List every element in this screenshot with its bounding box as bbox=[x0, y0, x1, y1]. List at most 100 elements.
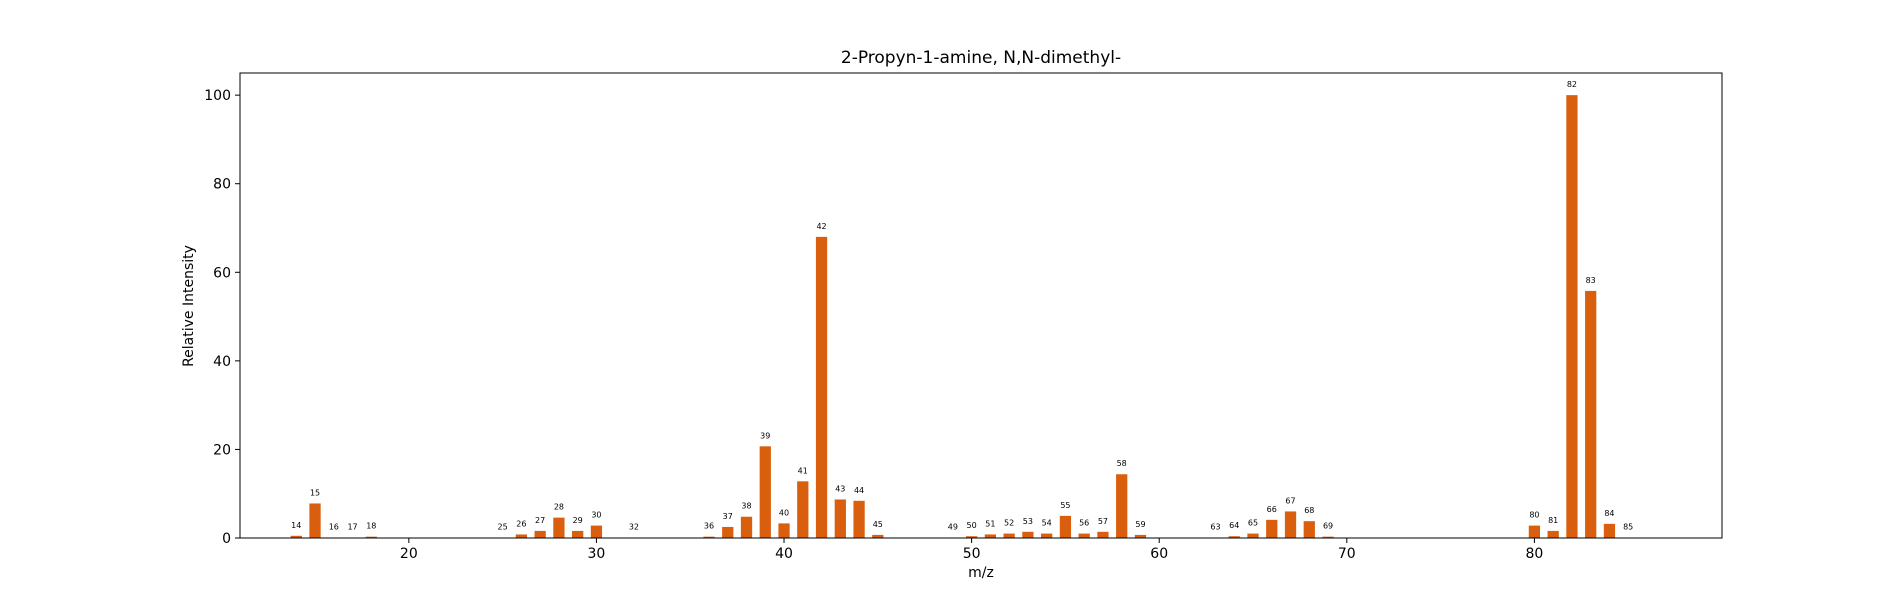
bar-label-mz-64: 64 bbox=[1229, 521, 1239, 530]
bar-mz-84 bbox=[1604, 524, 1615, 538]
bar-mz-27 bbox=[535, 531, 546, 538]
bar-mz-67 bbox=[1285, 511, 1296, 538]
bar-label-mz-42: 42 bbox=[816, 222, 826, 231]
bar-label-mz-30: 30 bbox=[591, 511, 601, 520]
bar-label-mz-67: 67 bbox=[1285, 496, 1295, 505]
bar-label-mz-18: 18 bbox=[366, 522, 376, 531]
x-tick-label-60: 60 bbox=[1150, 546, 1168, 562]
bar-label-mz-15: 15 bbox=[310, 488, 320, 497]
y-tick-label-80: 80 bbox=[213, 177, 231, 193]
bar-mz-68 bbox=[1304, 521, 1315, 538]
bar-label-mz-83: 83 bbox=[1586, 276, 1596, 285]
y-tick-label-40: 40 bbox=[213, 354, 231, 370]
bar-label-mz-53: 53 bbox=[1023, 517, 1033, 526]
bar-mz-44 bbox=[853, 501, 864, 538]
bar-mz-43 bbox=[835, 499, 846, 538]
bar-label-mz-80: 80 bbox=[1529, 511, 1539, 520]
bar-label-mz-63: 63 bbox=[1210, 523, 1220, 532]
y-tick-label-100: 100 bbox=[204, 88, 231, 104]
bar-label-mz-68: 68 bbox=[1304, 506, 1314, 515]
bar-mz-58 bbox=[1116, 474, 1127, 538]
bar-label-mz-40: 40 bbox=[779, 508, 789, 517]
bar-label-mz-39: 39 bbox=[760, 431, 770, 440]
bar-label-mz-50: 50 bbox=[967, 521, 977, 530]
bar-label-mz-28: 28 bbox=[554, 503, 564, 512]
plot-area-frame bbox=[240, 73, 1722, 538]
bar-mz-38 bbox=[741, 517, 752, 538]
bar-mz-15 bbox=[309, 503, 320, 538]
bar-mz-82 bbox=[1566, 95, 1577, 538]
bar-label-mz-44: 44 bbox=[854, 486, 864, 495]
bar-label-mz-43: 43 bbox=[835, 484, 845, 493]
bar-mz-65 bbox=[1247, 534, 1258, 538]
bar-mz-37 bbox=[722, 527, 733, 538]
bar-mz-57 bbox=[1097, 532, 1108, 538]
bar-mz-26 bbox=[516, 534, 527, 538]
bar-label-mz-85: 85 bbox=[1623, 523, 1633, 532]
x-tick-label-20: 20 bbox=[400, 546, 418, 562]
bar-mz-29 bbox=[572, 531, 583, 538]
y-tick-label-0: 0 bbox=[222, 531, 231, 547]
bar-label-mz-45: 45 bbox=[873, 520, 883, 529]
x-tick-label-80: 80 bbox=[1525, 546, 1543, 562]
bar-label-mz-41: 41 bbox=[798, 466, 808, 475]
bar-mz-53 bbox=[1022, 532, 1033, 538]
bar-label-mz-26: 26 bbox=[516, 519, 526, 528]
bar-mz-55 bbox=[1060, 516, 1071, 538]
bar-mz-81 bbox=[1548, 531, 1559, 538]
bar-mz-66 bbox=[1266, 520, 1277, 538]
bar-label-mz-36: 36 bbox=[704, 522, 714, 531]
bar-label-mz-49: 49 bbox=[948, 523, 958, 532]
bar-mz-30 bbox=[591, 526, 602, 538]
bars-layer bbox=[291, 95, 1634, 538]
bar-mz-56 bbox=[1079, 534, 1090, 538]
bar-mz-80 bbox=[1529, 526, 1540, 538]
bar-mz-54 bbox=[1041, 534, 1052, 538]
chart-title: 2-Propyn-1-amine, N,N-dimethyl- bbox=[841, 48, 1121, 68]
bar-label-mz-16: 16 bbox=[329, 523, 339, 532]
bar-label-mz-82: 82 bbox=[1567, 80, 1577, 89]
bar-label-mz-38: 38 bbox=[741, 502, 751, 511]
y-axis-ticks: 0 20 40 60 80 100 bbox=[204, 88, 240, 547]
bar-label-mz-14: 14 bbox=[291, 521, 301, 530]
bar-mz-28 bbox=[553, 518, 564, 538]
bar-label-mz-17: 17 bbox=[347, 523, 357, 532]
bar-label-mz-81: 81 bbox=[1548, 516, 1558, 525]
y-tick-label-20: 20 bbox=[213, 442, 231, 458]
x-tick-label-40: 40 bbox=[775, 546, 793, 562]
bar-mz-41 bbox=[797, 481, 808, 538]
bar-label-mz-66: 66 bbox=[1267, 505, 1277, 514]
bar-label-mz-58: 58 bbox=[1117, 459, 1127, 468]
y-tick-label-60: 60 bbox=[213, 265, 231, 281]
bar-mz-42 bbox=[816, 237, 827, 538]
x-tick-label-30: 30 bbox=[588, 546, 606, 562]
bar-labels-layer: 14 15 16 17 18 25 26 27 28 29 30 32 36 37 38 39 40 41 42 43… bbox=[291, 80, 1633, 531]
bar-mz-51 bbox=[985, 534, 996, 538]
x-tick-label-50: 50 bbox=[963, 546, 981, 562]
bar-label-mz-57: 57 bbox=[1098, 517, 1108, 526]
bar-label-mz-59: 59 bbox=[1135, 520, 1145, 529]
bar-label-mz-51: 51 bbox=[985, 519, 995, 528]
bar-label-mz-52: 52 bbox=[1004, 519, 1014, 528]
bar-label-mz-54: 54 bbox=[1042, 519, 1052, 528]
bar-mz-83 bbox=[1585, 291, 1596, 538]
bar-label-mz-25: 25 bbox=[498, 523, 508, 532]
bar-mz-39 bbox=[760, 446, 771, 538]
bar-label-mz-32: 32 bbox=[629, 523, 639, 532]
bar-label-mz-27: 27 bbox=[535, 516, 545, 525]
bar-label-mz-56: 56 bbox=[1079, 519, 1089, 528]
bar-label-mz-84: 84 bbox=[1604, 509, 1614, 518]
bar-label-mz-55: 55 bbox=[1060, 501, 1070, 510]
bar-mz-52 bbox=[1004, 534, 1015, 538]
bar-mz-40 bbox=[778, 523, 789, 538]
x-axis-label: m/z bbox=[968, 565, 994, 581]
bar-label-mz-65: 65 bbox=[1248, 519, 1258, 528]
bar-label-mz-37: 37 bbox=[723, 512, 733, 521]
x-axis-ticks: 20 30 40 50 60 70 80 bbox=[400, 538, 1543, 562]
bar-label-mz-69: 69 bbox=[1323, 522, 1333, 531]
x-tick-label-70: 70 bbox=[1338, 546, 1356, 562]
bar-label-mz-29: 29 bbox=[573, 516, 583, 525]
y-axis-label: Relative Intensity bbox=[181, 245, 197, 367]
